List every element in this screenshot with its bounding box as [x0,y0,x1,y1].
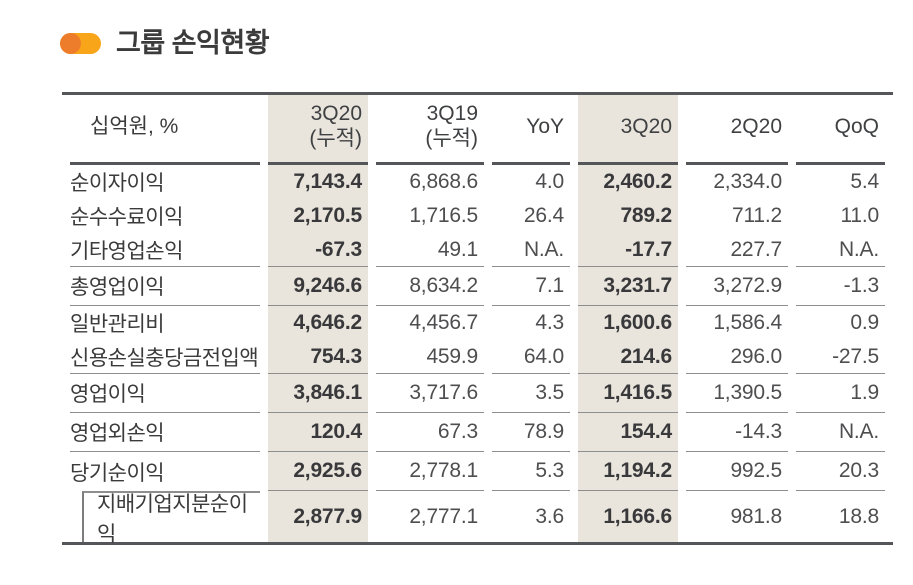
table-row: 일반관리비 4,646.2 4,456.7 4.3 1,600.6 1,586.4 0.9 [70,306,885,340]
cell-3q20: 1,194.2 [578,452,678,491]
row-label: 순수수료이익 [70,206,183,229]
cell-3q19-cum: 6,868.6 [409,170,478,193]
cell-yoy: 3.5 [492,374,570,413]
table-row: 당기순이익 2,925.6 2,778.1 5.3 1,194.2 992.5 20.3 [70,452,885,491]
cell-3q20-cum: 9,246.6 [268,267,368,306]
cell-3q20: 154.4 [578,413,678,452]
cell-yoy: 64.0 [492,340,570,374]
row-label: 기타영업손익 [70,233,260,267]
table-row: 지배기업지분순이익 2,877.9 2,777.1 3.6 1,166.6 981.8 18… [70,491,885,546]
row-label: 영업이익 [70,374,260,413]
subrow-label-box: 지배기업지분순이익 [82,491,260,546]
page-title: 그룹 손익현황 [116,28,270,58]
cell-3q20-cum: 4,646.2 [268,306,368,340]
income-statement-table-wrap: 십억원, % 3Q20 (누적) 3Q19 (누적) YoY 3Q20 2Q20 QoQ 순이… [62,92,893,546]
cell-3q20-cum: 754.3 [268,340,368,374]
cell-qoq: N.A. [796,413,885,452]
cell-yoy: 5.3 [492,452,570,491]
cell-yoy: 4.0 [535,170,564,193]
cell-2q20: 711.2 [732,204,782,227]
cell-3q20-cum: -67.3 [268,233,368,267]
cell-3q20: 214.6 [578,340,678,374]
cell-3q19-cum: 8,634.2 [376,267,484,306]
column-header-3q20-cum: 3Q20 (누적) [268,95,368,165]
cell-yoy: N.A. [492,233,570,267]
cell-3q19-cum: 67.3 [376,413,484,452]
cell-3q20: 1,416.5 [578,374,678,413]
column-header-yoy: YoY [492,95,570,165]
cell-3q19-cum: 4,456.7 [409,311,478,334]
cell-qoq: -27.5 [796,340,885,374]
cell-2q20: -14.3 [686,413,788,452]
cell-3q19-cum: 2,778.1 [376,452,484,491]
column-header-3q20: 3Q20 [578,95,678,165]
section-title-row: 그룹 손익현황 [60,28,270,58]
cell-3q20: 789.2 [578,199,678,233]
cell-qoq: -1.3 [796,267,885,306]
cell-3q20: -17.7 [578,233,678,267]
cell-qoq: N.A. [796,233,885,267]
table-row: 영업이익 3,846.1 3,717.6 3.5 1,416.5 1,390.5 1.9 [70,374,885,413]
cell-2q20: 2,334.0 [713,170,782,193]
cell-3q20-cum: 2,925.6 [268,452,368,491]
cell-2q20: 1,390.5 [686,374,788,413]
row-label: 당기순이익 [70,461,165,485]
row-label: 영업외손익 [70,413,260,452]
cell-3q20-cum: 2,170.5 [268,199,368,233]
cell-2q20: 992.5 [686,452,788,491]
table-row: 순이자이익 7,143.4 6,868.6 4.0 2,460.2 2,334.0 5.4 [70,165,885,199]
orange-pill-icon [60,33,101,54]
row-label: 순이자이익 [70,172,165,195]
orange-knob-icon [60,33,81,54]
cell-yoy: 3.6 [535,504,564,528]
column-header-qoq: QoQ [796,95,885,165]
cell-qoq: 0.9 [850,311,879,334]
table-row: 순수수료이익 2,170.5 1,716.5 26.4 789.2 711.2 11.0 [70,199,885,233]
row-label: 신용손실충당금전입액 [70,340,260,374]
cell-yoy: 26.4 [523,204,564,227]
cell-yoy: 4.3 [535,311,564,334]
cell-qoq: 5.4 [850,170,879,193]
cell-2q20: 296.0 [686,340,788,374]
income-statement-table: 십억원, % 3Q20 (누적) 3Q19 (누적) YoY 3Q20 2Q20 QoQ 순이… [62,95,893,546]
table-row: 영업외손익 120.4 67.3 78.9 154.4 -14.3 N.A. [70,413,885,452]
cell-3q20: 1,600.6 [578,306,678,340]
cell-3q20: 3,231.7 [578,267,678,306]
cell-3q19-cum: 2,777.1 [409,504,478,528]
column-header-2q20: 2Q20 [686,95,788,165]
cell-2q20: 227.7 [686,233,788,267]
column-header-3q19-cum: 3Q19 (누적) [376,95,484,165]
unit-header: 십억원, % [70,95,260,165]
cell-3q20: 1,166.6 [578,491,678,542]
table-row: 총영업이익 9,246.6 8,634.2 7.1 3,231.7 3,272.9 -1.3 [70,267,885,306]
table-row: 신용손실충당금전입액 754.3 459.9 64.0 214.6 296.0 -27.5 [70,340,885,374]
cell-qoq: 18.8 [838,504,879,528]
table-row: 기타영업손익 -67.3 49.1 N.A. -17.7 227.7 N.A. [70,233,885,267]
row-label: 총영업이익 [70,267,260,306]
cell-2q20: 981.8 [730,504,782,528]
cell-yoy: 78.9 [492,413,570,452]
cell-2q20: 1,586.4 [713,311,782,334]
cell-3q19-cum: 459.9 [376,340,484,374]
cell-2q20: 3,272.9 [686,267,788,306]
cell-3q20-cum: 7,143.4 [268,165,368,199]
cell-qoq: 11.0 [840,204,879,227]
cell-3q19-cum: 49.1 [376,233,484,267]
cell-3q20-cum: 120.4 [268,413,368,452]
cell-3q20-cum: 3,846.1 [268,374,368,413]
cell-qoq: 20.3 [796,452,885,491]
row-label: 지배기업지분순이익 [70,491,260,546]
cell-yoy: 7.1 [492,267,570,306]
cell-qoq: 1.9 [796,374,885,413]
row-label: 일반관리비 [70,313,165,336]
cell-3q19-cum: 3,717.6 [376,374,484,413]
cell-3q20-cum: 2,877.9 [268,491,368,542]
table-body: 순이자이익 7,143.4 6,868.6 4.0 2,460.2 2,334.0 5.4 순… [70,165,885,546]
table-header-row: 십억원, % 3Q20 (누적) 3Q19 (누적) YoY 3Q20 2Q20 QoQ [70,95,885,165]
cell-3q19-cum: 1,716.5 [409,204,478,227]
cell-3q20: 2,460.2 [578,165,678,199]
